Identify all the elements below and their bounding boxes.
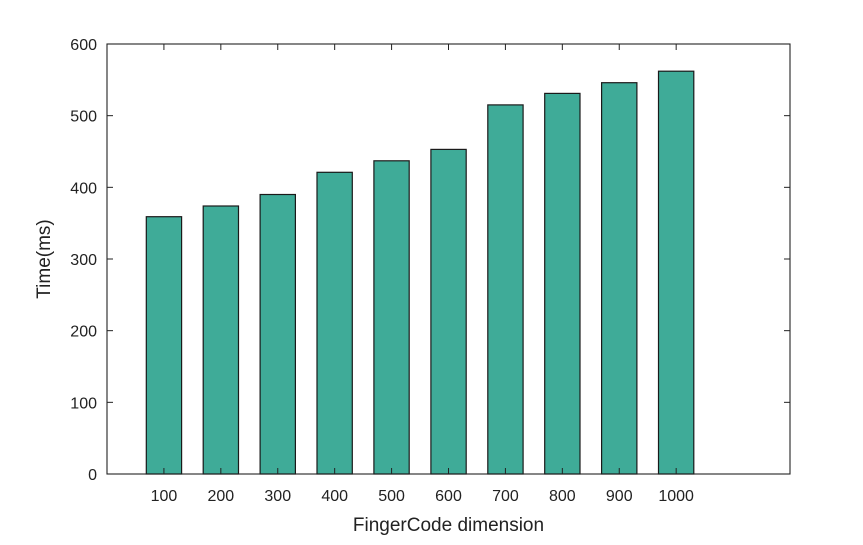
x-tick-label-500: 500 <box>378 488 405 505</box>
bar-1000 <box>657 70 695 475</box>
x-tick-label-300: 300 <box>264 488 291 505</box>
bar-700 <box>487 104 524 475</box>
y-tick-label-600: 600 <box>70 37 97 54</box>
bar-800 <box>544 92 581 475</box>
x-axis-title: FingerCode dimension <box>353 515 544 536</box>
y-tick-label-300: 300 <box>70 252 97 269</box>
x-tick-label-600: 600 <box>435 488 462 505</box>
y-tick-label-0: 0 <box>88 467 97 484</box>
bars-layer <box>145 70 695 475</box>
bar-300 <box>259 193 297 475</box>
bar-500 <box>373 160 410 475</box>
x-tick-label-800: 800 <box>549 488 576 505</box>
x-tick-label-900: 900 <box>606 488 633 505</box>
bar-900 <box>600 82 638 475</box>
y-tick-label-400: 400 <box>70 180 97 197</box>
x-tick-label-200: 200 <box>207 488 234 505</box>
x-tick-label-400: 400 <box>321 488 348 505</box>
x-tick-label-100: 100 <box>151 488 178 505</box>
y-axis-title: Time(ms) <box>34 219 55 299</box>
bar-200 <box>202 205 240 475</box>
x-tick-label-1000: 1000 <box>658 488 694 505</box>
bar-600 <box>430 148 467 475</box>
x-tick-label-700: 700 <box>492 488 519 505</box>
y-tick-label-200: 200 <box>70 324 97 341</box>
axes-layer <box>106 43 791 475</box>
bar-400 <box>316 171 353 475</box>
labels-layer: FingerCode dimension Time(ms) 0 100 200 300… <box>34 37 694 536</box>
y-tick-label-100: 100 <box>70 395 97 412</box>
bar-100 <box>145 216 183 475</box>
y-tick-label-500: 500 <box>70 109 97 126</box>
